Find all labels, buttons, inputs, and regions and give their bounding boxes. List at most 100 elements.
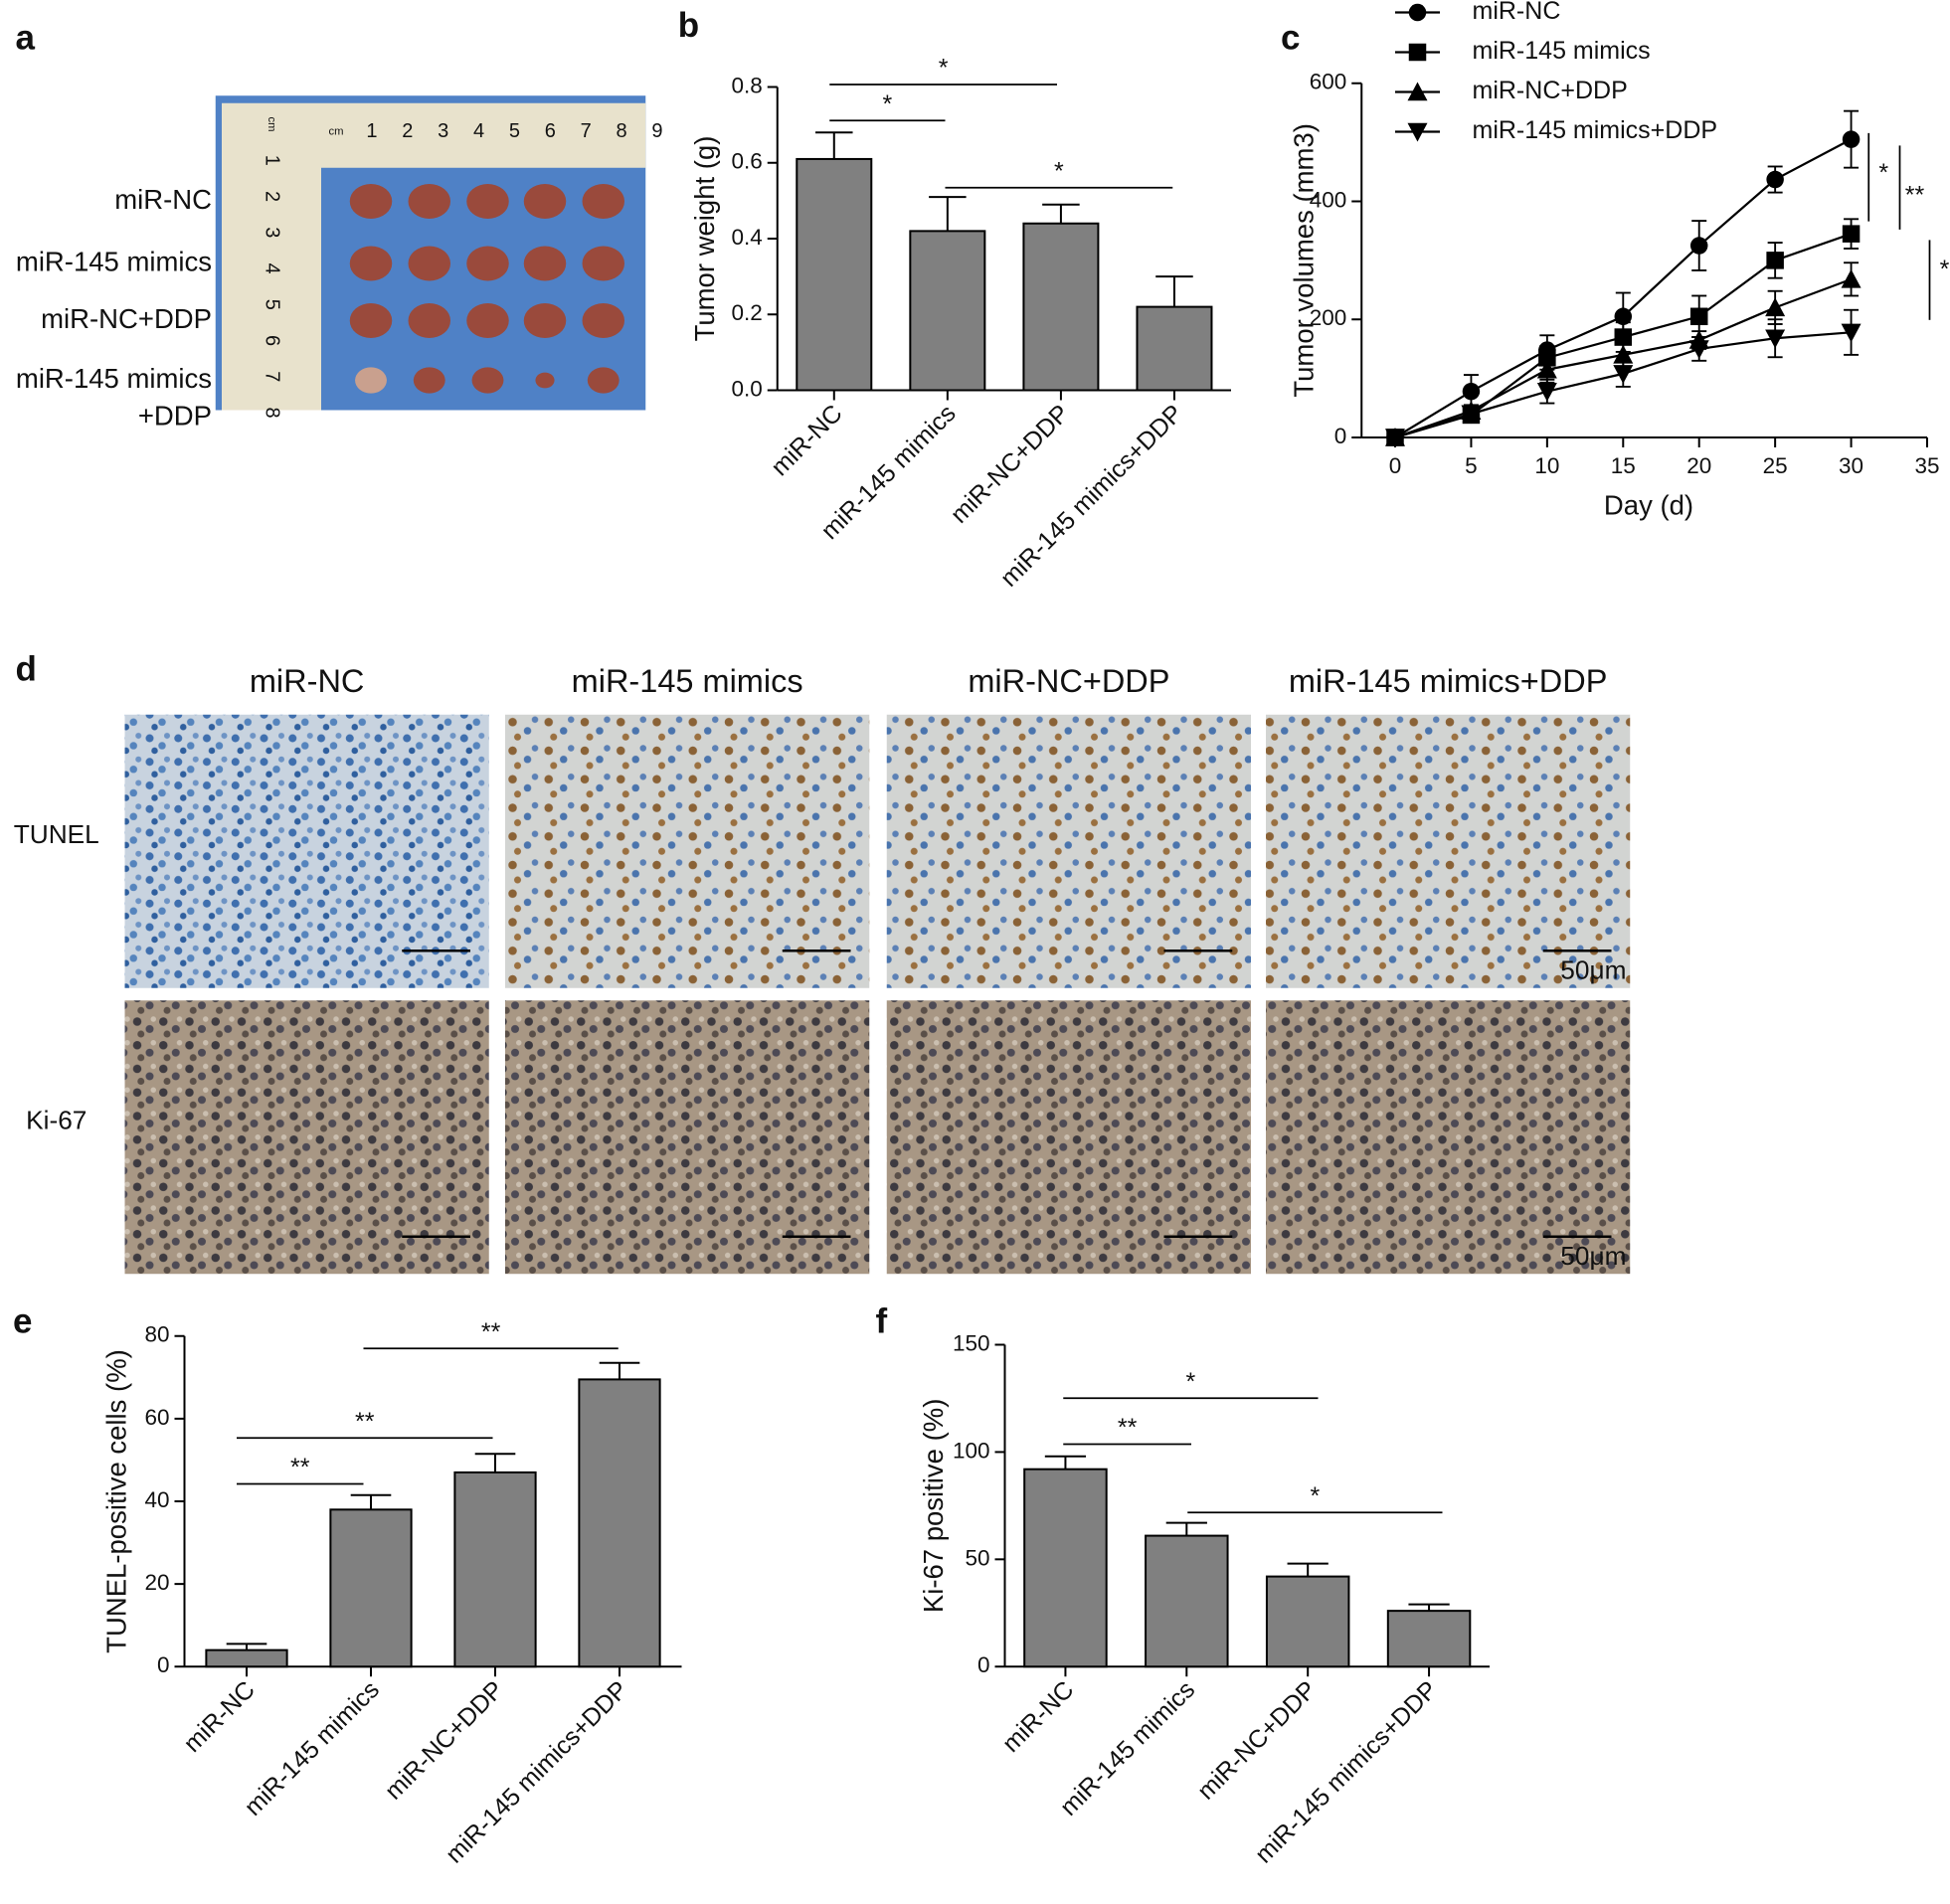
bar <box>578 1378 661 1668</box>
panel-d: d miR-NC miR-145 mimics miR-NC+DDP miR-145 … <box>14 649 1631 1275</box>
marker <box>1461 405 1482 425</box>
ruler-number: cm <box>329 125 344 137</box>
ruler-number: 8 <box>616 120 626 142</box>
x-tick-label: miR-NC <box>766 400 848 482</box>
marker <box>1689 237 1708 255</box>
marker <box>1614 307 1633 326</box>
marker <box>1766 252 1784 269</box>
ruler-number: 1 <box>366 120 377 142</box>
tumor <box>587 367 620 394</box>
ruler-number: 5 <box>262 299 283 310</box>
row-label: miR-145 mimics <box>16 363 212 394</box>
marker <box>1613 344 1634 364</box>
y-tick-label: 0.8 <box>731 73 762 97</box>
marker <box>1688 340 1709 359</box>
row-label: TUNEL <box>14 819 99 849</box>
bar <box>909 230 986 392</box>
x-tick-label: miR-145 mimics <box>239 1675 385 1821</box>
ruler-number: 3 <box>262 227 283 238</box>
ruler-number: 7 <box>262 371 283 382</box>
row-label: +DDP <box>138 400 212 431</box>
marker <box>1841 323 1861 343</box>
significance-label: ** <box>481 1318 501 1346</box>
y-tick-label: 150 <box>953 1330 990 1355</box>
significance-label: ** <box>1118 1414 1138 1442</box>
micrograph <box>1266 1000 1631 1275</box>
tumor <box>466 303 509 338</box>
tumor <box>582 246 624 281</box>
x-tick-label: miR-NC+DDP <box>1192 1675 1322 1805</box>
chart: 0 200 400 600 Tumor volumes (mm3) c 0 5 10 15 20 25… <box>1281 0 1950 520</box>
tumor <box>523 303 567 338</box>
significance-label: ** <box>290 1454 310 1481</box>
ruler-number: 2 <box>402 120 413 142</box>
significance-label: * <box>1186 1368 1196 1396</box>
x-tick-label: miR-NC+DDP <box>380 1675 509 1805</box>
ruler-number: cm <box>266 117 277 132</box>
panel-label: d <box>16 649 37 688</box>
micrograph <box>124 714 489 988</box>
y-tick-label: 0.2 <box>731 300 762 325</box>
tumor <box>582 303 624 338</box>
tumor <box>535 372 555 389</box>
y-tick-label: 0 <box>977 1652 990 1677</box>
bar <box>1022 222 1100 392</box>
bar <box>453 1471 537 1668</box>
ruler-number: 4 <box>473 120 484 142</box>
micrograph <box>505 714 870 988</box>
tumor <box>466 246 509 281</box>
y-axis-label: TUNEL-positive cells (%) <box>101 1349 132 1653</box>
ruler-number: 7 <box>581 120 592 142</box>
bar <box>1265 1575 1350 1668</box>
significance-label: * <box>1940 256 1950 283</box>
significance-label: * <box>1054 157 1064 185</box>
significance-label: ** <box>355 1408 375 1436</box>
chart: 0 20 40 60 80 TUNEL-positive cells (%) e miR-NC… <box>13 1302 682 1869</box>
tumor <box>408 246 450 281</box>
row-label: miR-145 mimics <box>16 246 212 276</box>
marker <box>1841 268 1861 288</box>
marker <box>1407 82 1428 101</box>
tumor <box>349 246 393 281</box>
micrograph <box>886 1000 1251 1275</box>
ruler-number: 8 <box>262 407 283 418</box>
column-header: miR-NC+DDP <box>968 663 1169 699</box>
x-tick-label: 20 <box>1686 453 1711 478</box>
y-tick-label: 0 <box>157 1652 170 1677</box>
micrograph <box>505 1000 870 1275</box>
significance-label: * <box>1311 1482 1321 1510</box>
panel-a: a miR-NC miR-145 mimics miR-NC+DDP miR-145 … <box>16 18 663 431</box>
micrograph <box>1266 714 1631 988</box>
bar <box>329 1508 413 1668</box>
tumor <box>355 367 387 394</box>
marker <box>1536 359 1557 379</box>
marker <box>1765 297 1786 317</box>
y-axis-label: Tumor weight (g) <box>689 136 720 342</box>
legend-label: miR-NC+DDP <box>1473 77 1628 104</box>
marker <box>1613 365 1634 384</box>
y-tick-label: 60 <box>144 1405 169 1430</box>
ruler-number: 1 <box>262 155 283 166</box>
y-tick-label: 0.6 <box>731 149 762 174</box>
ruler-number: 9 <box>651 120 662 142</box>
panel-label: f <box>876 1302 888 1341</box>
ruler-number: 3 <box>438 120 448 142</box>
legend-label: miR-145 mimics+DDP <box>1473 116 1718 144</box>
tumor <box>413 367 445 394</box>
bar <box>1386 1610 1472 1668</box>
marker <box>1408 43 1427 62</box>
marker <box>1408 3 1427 22</box>
bar <box>205 1648 288 1668</box>
y-tick-label: 20 <box>144 1570 169 1595</box>
x-tick-label: 5 <box>1465 453 1478 478</box>
x-axis-label: Day (d) <box>1604 489 1693 520</box>
y-axis-label: Ki-67 positive (%) <box>918 1399 949 1614</box>
y-tick-label: 80 <box>144 1322 169 1347</box>
ruler-number: 4 <box>262 262 283 273</box>
marker <box>1407 122 1428 142</box>
tumor <box>408 184 450 219</box>
legend-label: miR-NC <box>1473 0 1561 25</box>
column-header: miR-145 mimics <box>572 663 803 699</box>
tumor <box>582 184 624 219</box>
